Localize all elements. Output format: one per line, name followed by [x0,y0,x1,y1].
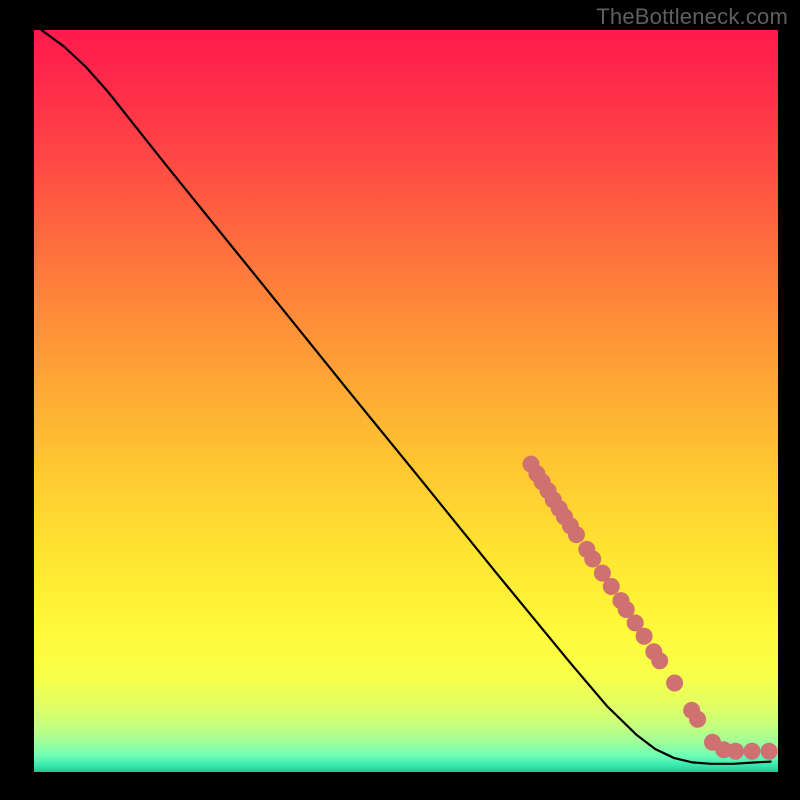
chart-stage: TheBottleneck.com [0,0,800,800]
data-marker [636,628,652,644]
attribution-watermark: TheBottleneck.com [596,4,788,30]
data-marker [728,743,744,759]
data-marker [690,711,706,727]
data-marker [667,675,683,691]
data-marker [761,743,777,759]
bottleneck-chart [0,0,800,800]
data-marker [618,602,634,618]
data-marker [652,653,668,669]
data-marker [603,579,619,595]
data-marker [585,551,601,567]
data-marker [744,743,760,759]
data-marker [568,527,584,543]
